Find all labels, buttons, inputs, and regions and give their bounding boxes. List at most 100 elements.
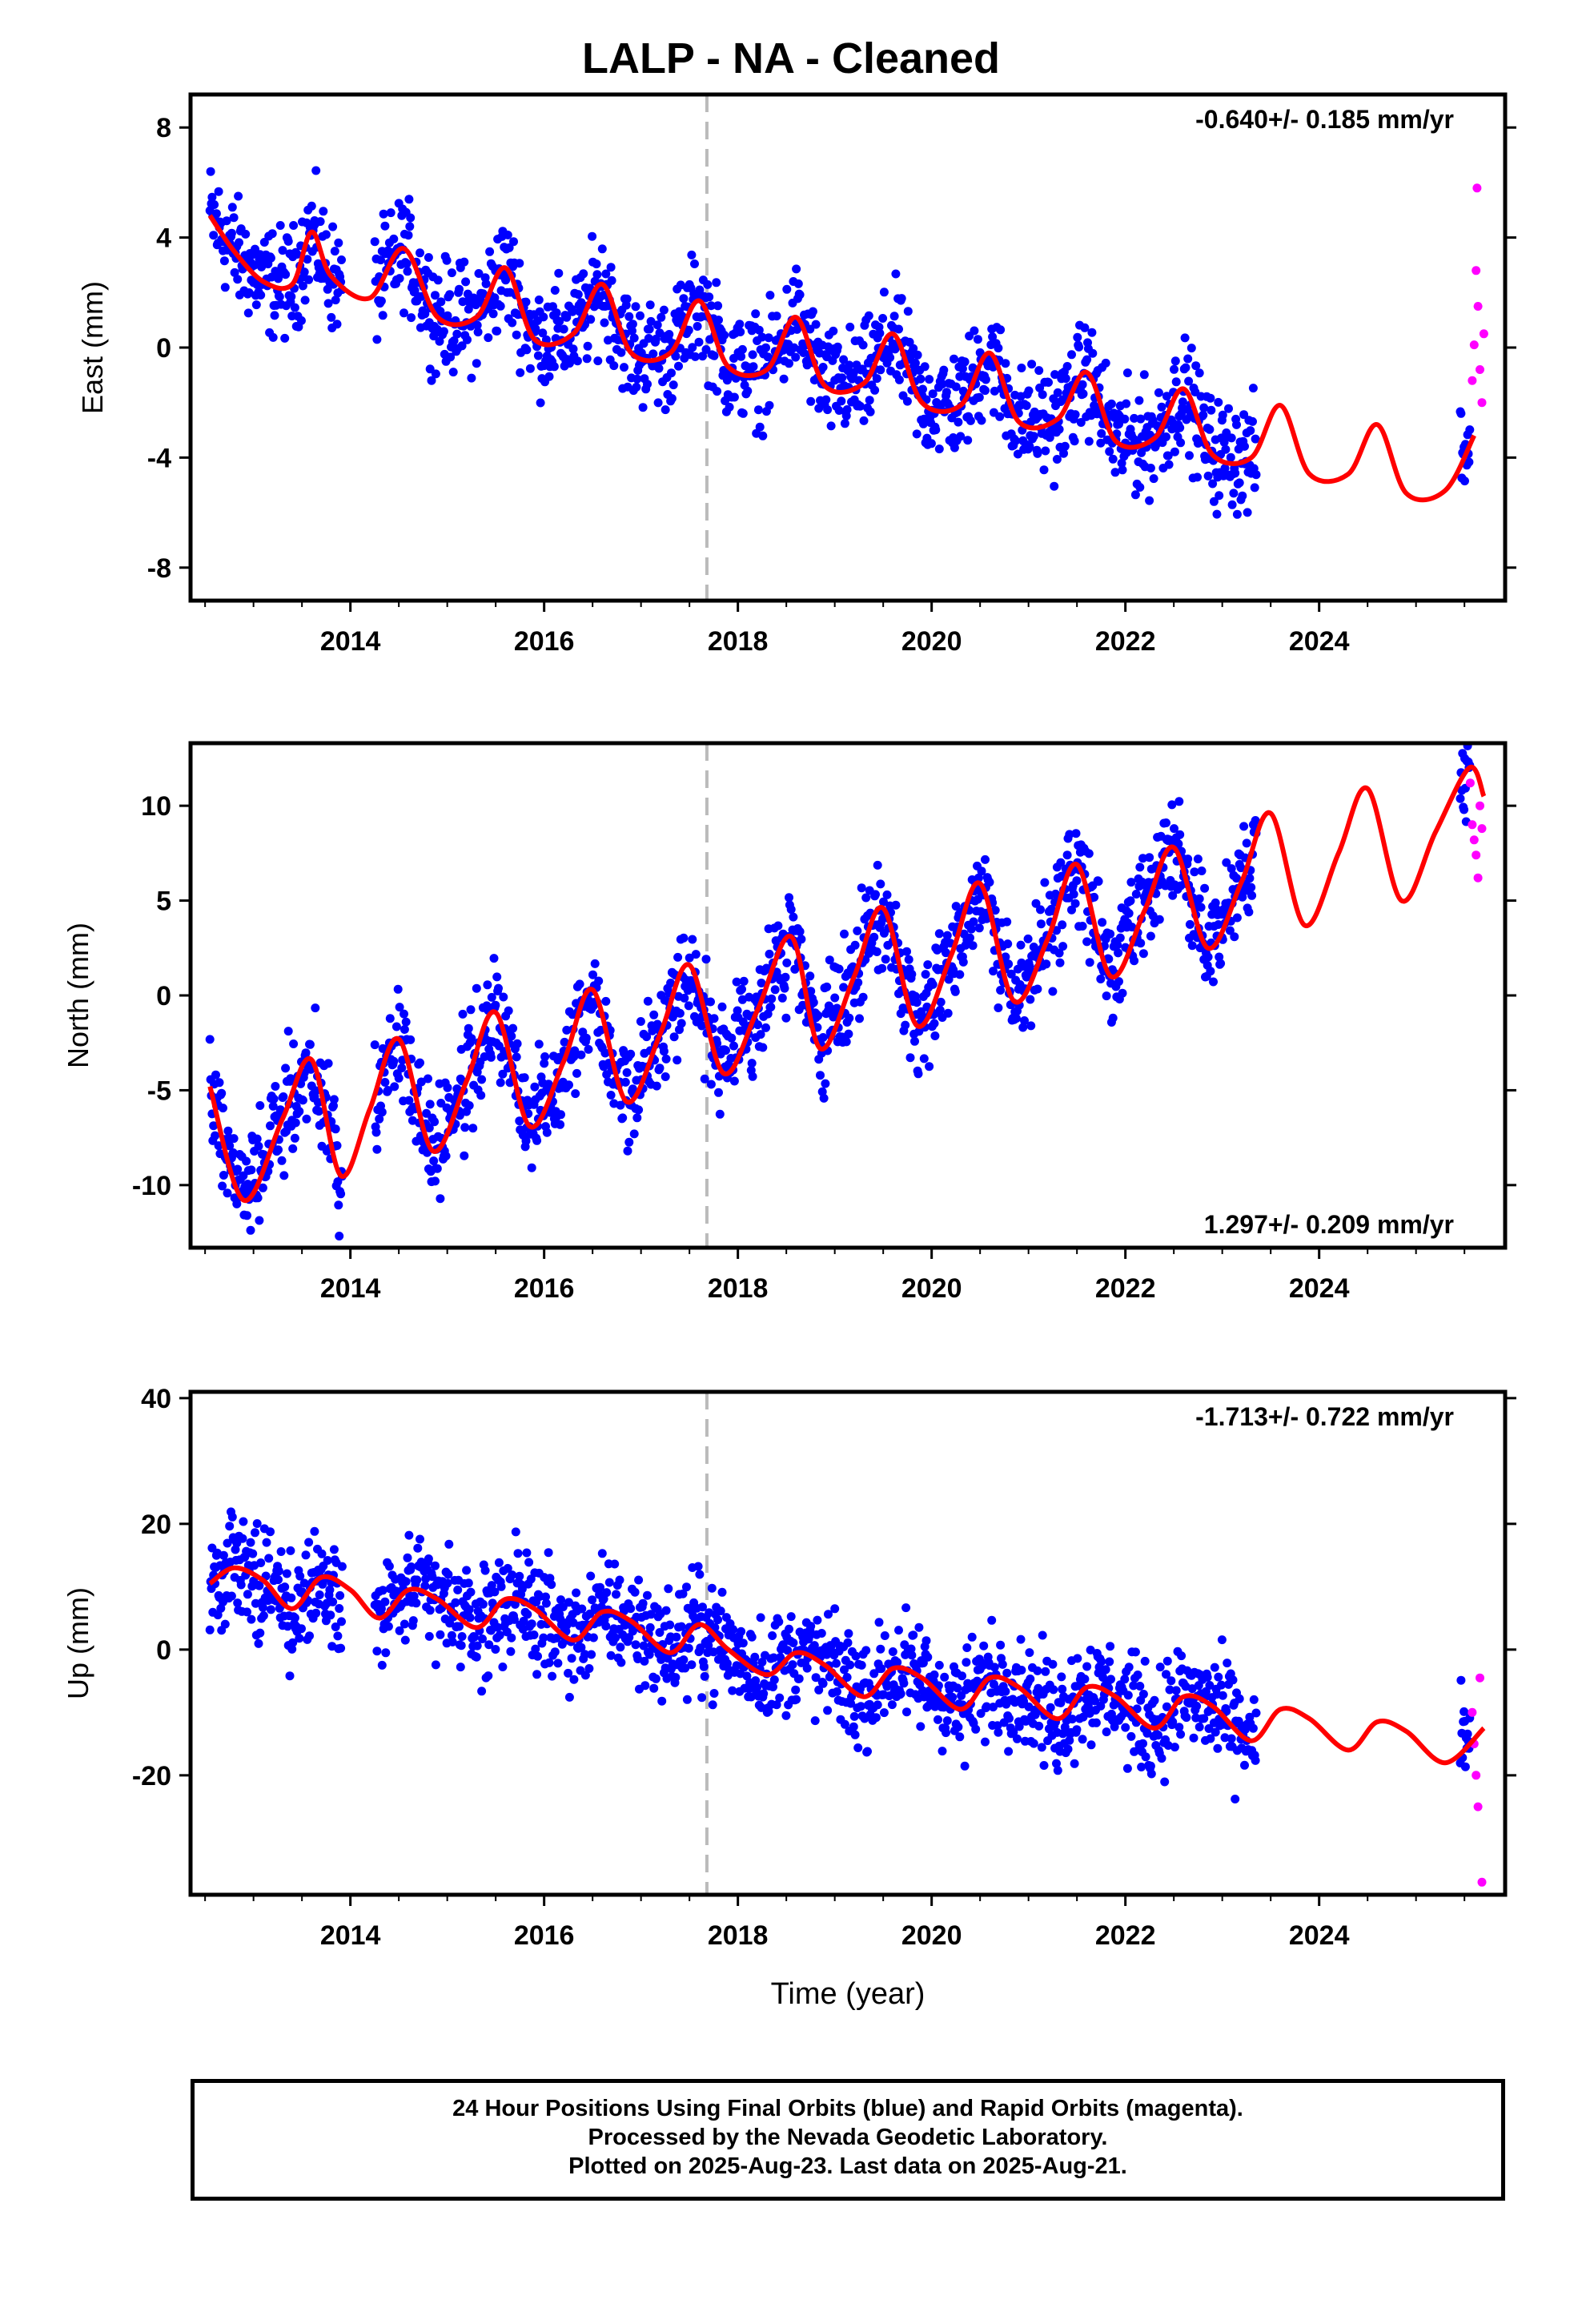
data-point-final xyxy=(761,343,770,352)
data-point-final xyxy=(323,1059,333,1068)
data-point-final xyxy=(538,328,548,338)
data-point-final xyxy=(211,1070,220,1080)
data-point-final xyxy=(227,1512,237,1522)
data-point-final xyxy=(256,1558,266,1567)
data-point-final xyxy=(736,328,745,336)
data-point-final xyxy=(840,1719,849,1729)
data-point-final xyxy=(1038,1630,1047,1640)
data-point-rapid xyxy=(1477,824,1487,834)
data-point-final xyxy=(1177,1651,1186,1661)
data-point-final xyxy=(453,1585,463,1594)
data-point-final xyxy=(1203,471,1213,480)
data-point-final xyxy=(544,1548,553,1558)
data-point-final xyxy=(1196,903,1206,912)
data-point-final xyxy=(236,1580,246,1590)
data-point-final xyxy=(938,1747,947,1756)
data-point-final xyxy=(416,248,424,258)
data-point-final xyxy=(920,362,930,372)
data-point-final xyxy=(989,1703,998,1712)
data-point-final xyxy=(655,1063,665,1073)
data-point-final xyxy=(1004,1747,1014,1756)
x-tick-label: 2024 xyxy=(1289,1273,1350,1304)
data-point-final xyxy=(521,297,531,307)
data-point-final xyxy=(250,260,259,270)
data-point-final xyxy=(1034,1721,1044,1731)
data-point-final xyxy=(775,1693,785,1703)
data-point-final xyxy=(802,1663,812,1673)
data-point-final xyxy=(1206,393,1215,403)
data-point-final xyxy=(572,356,582,366)
data-point-final xyxy=(1073,1654,1082,1663)
data-point-final xyxy=(1071,829,1081,838)
data-point-final xyxy=(580,1671,590,1680)
data-point-final xyxy=(638,1598,648,1608)
data-point-final xyxy=(1232,420,1241,429)
data-point-final xyxy=(530,1082,540,1092)
y-tick-label: -20 xyxy=(132,1761,171,1791)
data-point-final xyxy=(1251,434,1260,444)
data-point-final xyxy=(872,947,881,956)
data-point-final xyxy=(844,1029,853,1039)
data-point-final xyxy=(1200,883,1210,893)
data-point-final xyxy=(393,984,403,994)
data-point-final xyxy=(981,1737,990,1747)
data-point-final xyxy=(833,342,842,352)
data-point-final xyxy=(739,976,749,986)
data-point-final xyxy=(539,1633,548,1642)
data-point-final xyxy=(1146,1769,1156,1779)
data-point-final xyxy=(1037,1743,1046,1752)
data-point-final xyxy=(1130,1647,1140,1657)
data-point-final xyxy=(1096,1701,1106,1711)
data-point-final xyxy=(1141,1752,1150,1762)
data-point-final xyxy=(1191,361,1201,371)
data-point-final xyxy=(925,1062,934,1072)
data-point-final xyxy=(781,1711,791,1720)
data-point-final xyxy=(1248,416,1257,426)
data-point-final xyxy=(700,1074,709,1084)
data-point-final xyxy=(1106,1642,1115,1651)
data-point-final xyxy=(1135,862,1145,872)
data-point-final xyxy=(1247,883,1256,892)
data-point-final xyxy=(665,330,674,339)
data-point-final xyxy=(606,263,616,272)
data-point-final xyxy=(785,1624,793,1634)
data-point-final xyxy=(705,292,714,302)
data-point-final xyxy=(772,312,781,321)
data-point-final xyxy=(1176,1730,1186,1739)
data-point-final xyxy=(325,1585,335,1594)
data-point-final xyxy=(564,1692,574,1702)
data-point-final xyxy=(1058,1684,1067,1694)
data-point-final xyxy=(1199,403,1209,412)
data-point-final xyxy=(1162,818,1170,827)
data-point-final xyxy=(713,1615,723,1625)
model-curve xyxy=(207,214,1476,503)
data-point-final xyxy=(462,1566,472,1575)
data-point-rapid xyxy=(1472,266,1481,275)
data-point-final xyxy=(377,1660,387,1670)
data-point-final xyxy=(968,941,978,951)
data-point-final xyxy=(1248,384,1258,393)
data-point-final xyxy=(1022,972,1031,982)
data-point-final xyxy=(857,1660,866,1670)
data-point-final xyxy=(207,192,217,202)
data-point-final xyxy=(942,1716,952,1726)
data-point-final xyxy=(649,1683,659,1693)
data-point-final xyxy=(629,1129,639,1139)
data-point-final xyxy=(682,1695,692,1704)
data-point-final xyxy=(594,976,604,986)
data-point-final xyxy=(1218,410,1227,420)
data-point-final xyxy=(274,274,283,283)
data-point-final xyxy=(275,292,284,302)
data-point-final xyxy=(687,1660,697,1670)
data-point-final xyxy=(248,1549,258,1558)
data-point-final xyxy=(295,1571,305,1581)
data-point-final xyxy=(791,352,801,362)
data-point-final xyxy=(998,1659,1007,1669)
data-point-final xyxy=(1002,1668,1012,1678)
data-point-final xyxy=(737,984,746,994)
data-point-final xyxy=(869,1669,879,1679)
data-point-final xyxy=(400,308,408,318)
data-point-final xyxy=(498,1663,508,1671)
data-point-final xyxy=(286,1074,295,1084)
data-point-final xyxy=(211,1131,220,1140)
